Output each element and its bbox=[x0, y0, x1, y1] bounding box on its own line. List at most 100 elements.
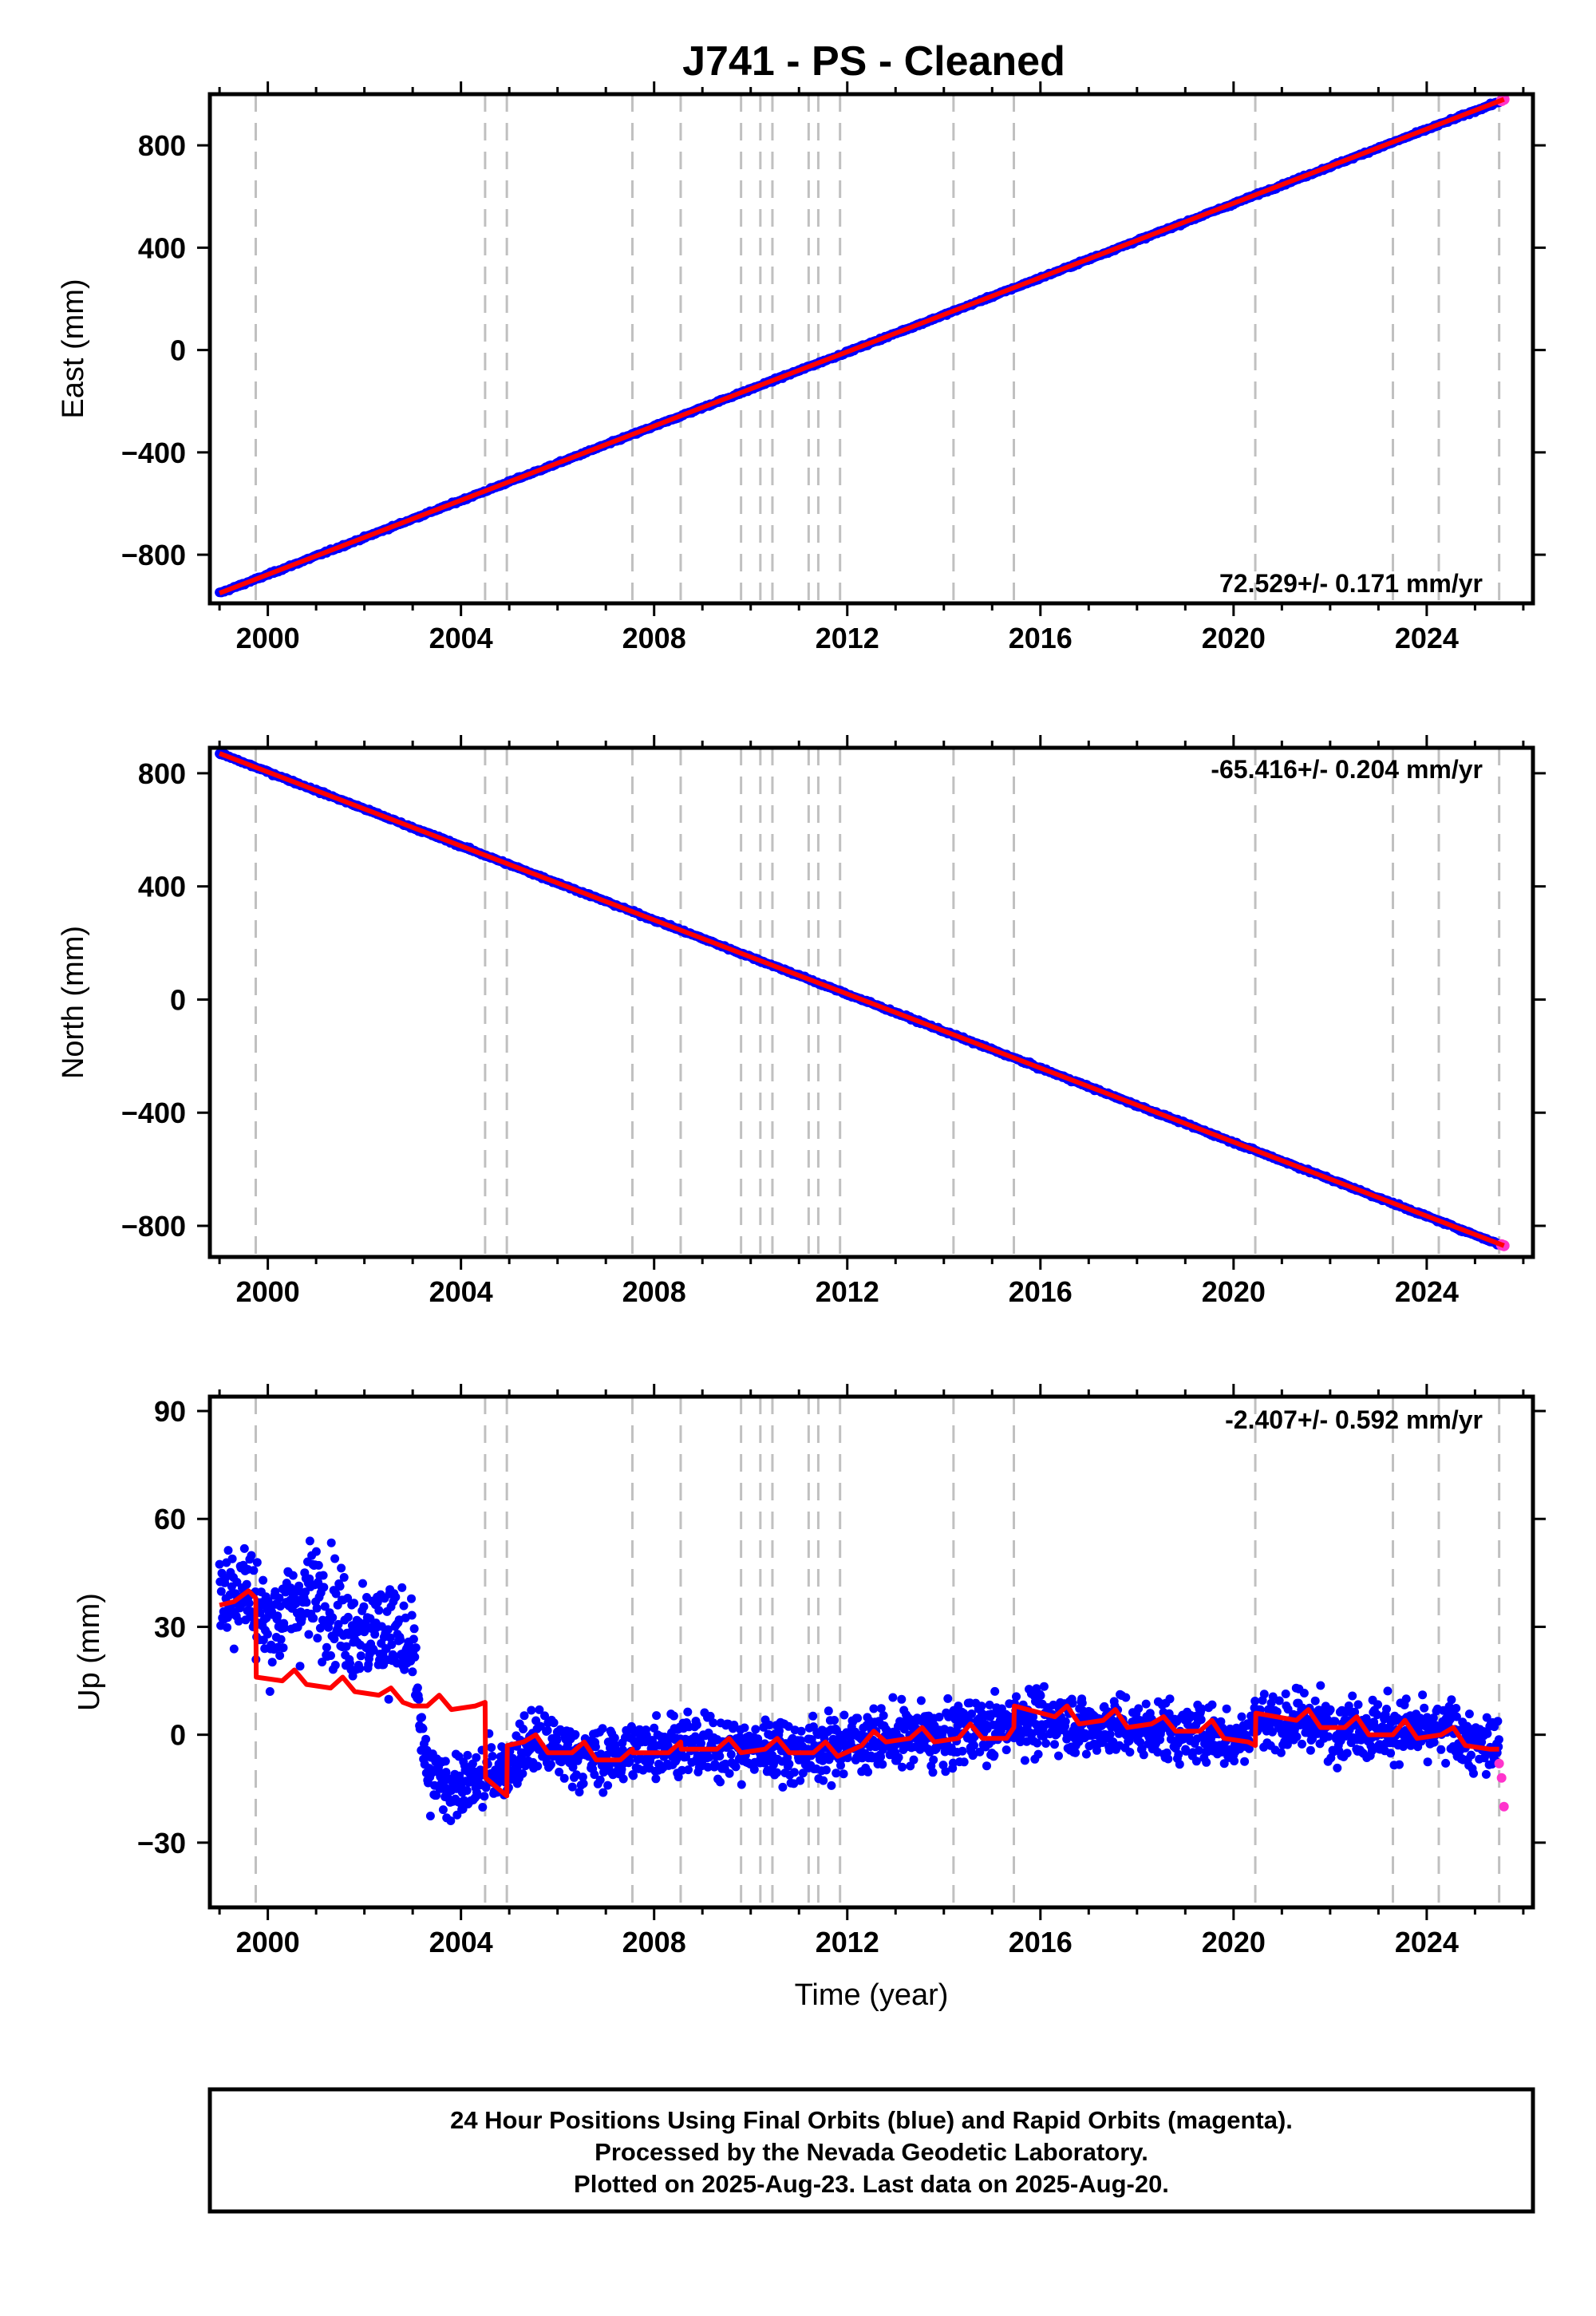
data-point-final bbox=[314, 1560, 323, 1570]
y-tick-label: −400 bbox=[121, 437, 186, 469]
panel-north: 2000 2004 2008 2012 2016 2020 2024 −800−400040… bbox=[57, 735, 1546, 1308]
data-point-final bbox=[824, 1706, 833, 1716]
data-point-final bbox=[1163, 1754, 1173, 1764]
data-point-final bbox=[462, 1786, 472, 1795]
data-point-final bbox=[279, 1643, 288, 1653]
data-point-final bbox=[1316, 1681, 1325, 1690]
data-point-final bbox=[276, 1634, 286, 1644]
data-point-final bbox=[1259, 1690, 1269, 1699]
data-point-final bbox=[302, 1598, 311, 1607]
data-point-final bbox=[731, 1762, 741, 1772]
data-point-final bbox=[326, 1538, 336, 1547]
y-axis-label-east: East (mm) bbox=[57, 279, 90, 418]
data-point-final bbox=[839, 1769, 848, 1779]
data-point-final bbox=[1436, 1745, 1446, 1754]
data-point-final bbox=[409, 1624, 419, 1634]
data-point-final bbox=[295, 1662, 305, 1671]
data-point-final bbox=[463, 1750, 472, 1760]
x-tick-label: 2024 bbox=[1395, 622, 1459, 654]
data-point-final bbox=[1420, 1703, 1429, 1713]
data-point-final bbox=[418, 1724, 428, 1733]
data-point-final bbox=[265, 1687, 275, 1696]
data-point-final bbox=[288, 1571, 298, 1580]
data-point-final bbox=[350, 1599, 359, 1608]
data-point-final bbox=[1276, 1748, 1286, 1757]
data-point-final bbox=[879, 1711, 888, 1721]
data-point-final bbox=[603, 1780, 613, 1790]
data-point-final bbox=[1174, 1749, 1183, 1759]
x-tick-label: 2020 bbox=[1202, 1275, 1266, 1308]
data-point-final bbox=[359, 1602, 369, 1611]
x-tick-label: 2000 bbox=[236, 1275, 300, 1308]
data-point-final bbox=[480, 1792, 489, 1801]
data-point-final bbox=[399, 1601, 409, 1611]
x-tick-label: 2008 bbox=[622, 1275, 686, 1308]
data-point-final bbox=[355, 1664, 365, 1674]
data-point-final bbox=[778, 1782, 788, 1792]
data-point-final bbox=[832, 1769, 841, 1778]
data-point-final bbox=[1342, 1749, 1352, 1758]
data-point-final bbox=[543, 1725, 552, 1735]
data-point-final bbox=[869, 1704, 879, 1713]
data-point-final bbox=[1077, 1698, 1087, 1708]
trend-line-east bbox=[219, 97, 1505, 595]
frame-east bbox=[207, 92, 1535, 606]
panel-east: 2000 2004 2008 2012 2016 2020 2024 −800−400040… bbox=[57, 81, 1546, 654]
data-point-final bbox=[1061, 1717, 1070, 1726]
data-point-final bbox=[1240, 1757, 1250, 1766]
data-point-final bbox=[579, 1779, 588, 1788]
data-point-final bbox=[408, 1667, 417, 1677]
data-point-final bbox=[1292, 1732, 1302, 1741]
data-point-final bbox=[247, 1551, 256, 1560]
data-point-final bbox=[977, 1701, 986, 1711]
data-point-final bbox=[715, 1752, 725, 1761]
data-point-final bbox=[396, 1635, 405, 1645]
x-tick-label: 2004 bbox=[429, 1275, 493, 1308]
data-point-final bbox=[1050, 1740, 1059, 1749]
data-point-final bbox=[1081, 1749, 1091, 1759]
data-point-final bbox=[878, 1760, 887, 1769]
data-point-final bbox=[916, 1696, 926, 1705]
y-tick-label: 800 bbox=[138, 757, 186, 790]
data-point-final bbox=[796, 1726, 806, 1736]
data-point-final bbox=[990, 1686, 1000, 1696]
data-point-final bbox=[716, 1777, 725, 1787]
data-point-final bbox=[227, 1554, 237, 1563]
data-point-final bbox=[697, 1738, 705, 1748]
x-tick-label: 2008 bbox=[622, 622, 686, 654]
data-point-final bbox=[1418, 1690, 1428, 1700]
data-point-final bbox=[305, 1536, 314, 1546]
data-point-final bbox=[1306, 1745, 1315, 1755]
data-point-final bbox=[1041, 1739, 1051, 1748]
data-points-east bbox=[215, 93, 1510, 598]
data-point-final bbox=[839, 1710, 849, 1720]
data-point-final bbox=[519, 1711, 529, 1721]
data-point-final bbox=[244, 1599, 254, 1608]
data-point-final bbox=[669, 1711, 678, 1721]
data-point-final bbox=[1299, 1689, 1309, 1697]
data-point-final bbox=[1039, 1682, 1049, 1691]
data-point-final bbox=[598, 1788, 608, 1797]
data-point-final bbox=[326, 1651, 335, 1660]
data-point-final bbox=[595, 1775, 605, 1784]
data-point-final bbox=[335, 1582, 345, 1591]
data-point-final bbox=[1012, 1692, 1021, 1701]
data-point-final bbox=[407, 1611, 417, 1620]
data-point-final bbox=[1196, 1715, 1206, 1725]
data-point-final bbox=[1207, 1700, 1217, 1709]
x-tick-label: 2016 bbox=[1009, 1275, 1073, 1308]
y-tick-label: 0 bbox=[170, 983, 186, 1016]
data-point-final bbox=[1125, 1748, 1135, 1757]
x-tick-label: 2016 bbox=[1009, 622, 1073, 654]
panel-up: 2000 2004 2008 2012 2016 2020 2024 −300306090 … bbox=[73, 1384, 1546, 1958]
data-point-final bbox=[409, 1634, 418, 1644]
data-point-final bbox=[339, 1573, 349, 1582]
y-tick-label: −400 bbox=[121, 1097, 186, 1129]
rate-label-north: -65.416+/- 0.204 mm/yr bbox=[1211, 755, 1483, 784]
data-point-final bbox=[1036, 1691, 1045, 1701]
data-point-final bbox=[909, 1755, 918, 1765]
data-point-final bbox=[1382, 1705, 1391, 1713]
